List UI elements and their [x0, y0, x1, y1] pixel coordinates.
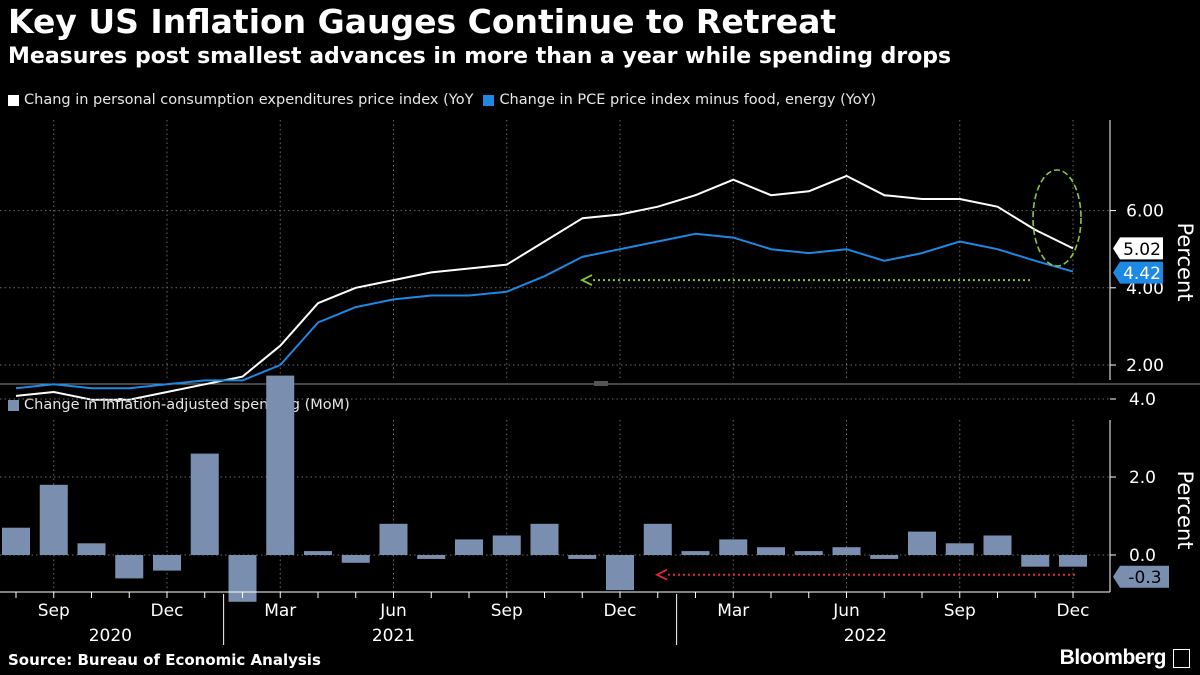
headline-pce-line [15, 174, 1074, 401]
spending-bar [568, 555, 597, 559]
bottom-y-tick-label: 0.0 [1129, 546, 1156, 566]
x-month-label: Jun [832, 601, 860, 621]
spending-bar [417, 555, 446, 559]
spending-bar [719, 539, 748, 555]
legend-item-core: Change in PCE price index minus food, en… [483, 92, 876, 108]
spending-bar [757, 547, 785, 555]
spending-bar [455, 539, 483, 555]
headline-end-label: 5.02 [1113, 237, 1163, 260]
x-month-label: Sep [38, 601, 70, 621]
spending-bar [266, 375, 295, 555]
spending-bar [908, 531, 936, 555]
spending-bar [832, 547, 861, 555]
panel-divider-handle [594, 381, 608, 386]
red-arrowhead [654, 568, 668, 581]
bloomberg-logo: Bloomberg [1059, 646, 1167, 669]
top-y-tick-label: 6.00 [1126, 202, 1164, 222]
legend-item-headline: Chang in personal consumption expenditur… [8, 92, 473, 108]
spending-bar [1021, 555, 1050, 567]
headline-end-label-text: 5.02 [1123, 240, 1161, 260]
spending-end-label-text: -0.3 [1128, 568, 1161, 588]
core-end-label: 4.42 [1113, 261, 1163, 284]
spending-bar [945, 543, 974, 555]
spending-bar [643, 523, 672, 555]
x-month-label: Mar [717, 601, 749, 621]
x-month-label: Dec [604, 601, 637, 621]
x-month-label: Sep [491, 601, 523, 621]
bottom-y-axis-label: Percent [1173, 470, 1197, 549]
spending-bar [530, 523, 559, 555]
top-y-axis-label: Percent [1173, 222, 1197, 301]
spending-bar [115, 555, 144, 579]
chart-subtitle: Measures post smallest advances in more … [8, 44, 952, 69]
spending-bar [153, 555, 181, 571]
x-year-label: 2020 [89, 626, 132, 646]
spending-bar [77, 543, 106, 555]
legend-label-headline: Chang in personal consumption expenditur… [24, 92, 474, 108]
spending-bar [341, 555, 370, 563]
headline-end-label-box [1113, 237, 1163, 260]
legend-swatch-spending [8, 399, 19, 411]
bottom-y-tick-label: 2.0 [1129, 468, 1156, 488]
source-note: Source: Bureau of Economic Analysis [8, 651, 321, 669]
spending-bar [379, 523, 408, 555]
core-pce-line [15, 232, 1074, 390]
x-month-label: Sep [944, 601, 976, 621]
spending-end-label-box [1113, 565, 1169, 588]
x-year-label: 2022 [844, 626, 887, 646]
x-month-label: Mar [264, 601, 296, 621]
spending-end-label: -0.3 [1113, 565, 1169, 588]
x-year-label: 2021 [372, 626, 415, 646]
spending-bar [39, 484, 68, 555]
spending-bar [606, 555, 634, 591]
green-highlight-ellipse [1032, 169, 1082, 267]
spending-bar [190, 453, 219, 555]
top-y-tick-label: 4.00 [1126, 279, 1164, 299]
spending-bar [870, 555, 899, 559]
legend-swatch-headline [8, 94, 19, 106]
x-month-label: Dec [1057, 601, 1090, 621]
spending-bar [304, 551, 332, 555]
chart-title: Key US Inflation Gauges Continue to Retr… [8, 2, 837, 41]
legend-label-core: Change in PCE price index minus food, en… [499, 92, 877, 108]
top-y-tick-label: 2.00 [1126, 356, 1164, 376]
spending-bar [492, 535, 521, 555]
bloomberg-terminal-icon [1173, 649, 1190, 668]
spending-bar [681, 551, 710, 555]
spending-bar [794, 551, 823, 555]
x-month-label: Jun [379, 601, 407, 621]
green-arrowhead [579, 274, 593, 286]
legend-swatch-core [483, 94, 495, 106]
top-chart-legend: Chang in personal consumption expenditur… [8, 92, 876, 108]
bottom-y-tick-label: 4.0 [1129, 390, 1156, 410]
core-end-label-box [1113, 261, 1163, 284]
spending-bar [1059, 555, 1087, 567]
spending-bar [983, 535, 1012, 555]
x-month-label: Dec [151, 601, 184, 621]
spending-bar [2, 527, 30, 555]
core-end-label-text: 4.42 [1123, 264, 1161, 284]
